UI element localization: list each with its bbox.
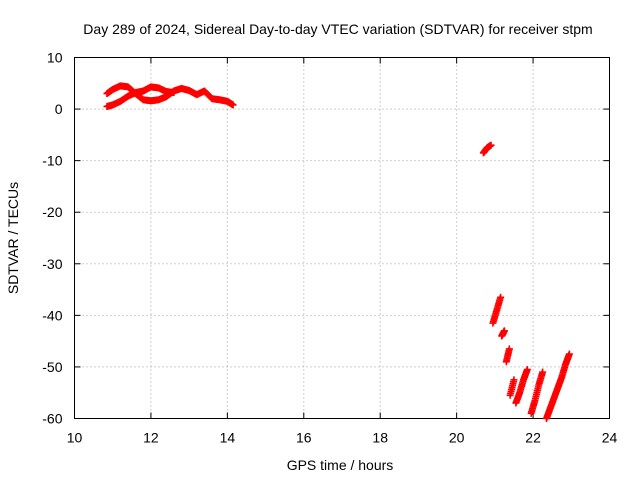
plot-frame [74,57,610,419]
x-tick-label: 22 [525,430,541,446]
y-tick-label: -60 [42,411,62,427]
data-point [170,89,178,97]
x-tick-label: 20 [449,430,465,446]
series-track-d [489,293,505,327]
x-axis-label: GPS time / hours [287,457,394,473]
y-tick-label: 0 [55,101,63,117]
y-tick-label: -50 [42,359,62,375]
chart-title: Day 289 of 2024, Sidereal Day-to-day VTE… [83,21,592,37]
data-point [523,366,531,374]
x-tick-label: 18 [372,430,388,446]
x-tick-label: 10 [67,430,83,446]
x-tick-label: 14 [220,430,236,446]
data-point [487,141,495,149]
series-track-j [542,350,573,422]
y-tick-label: -40 [42,307,62,323]
x-tick-label: 16 [296,430,312,446]
y-tick-label: -10 [42,153,62,169]
data-point [539,368,547,376]
y-tick-label: -30 [42,256,62,272]
y-tick-labels: 10 0 -10 -20 -30 -40 -50 -60 [42,50,62,427]
series-track-h [512,366,531,407]
series-track-i [527,368,547,417]
series-track-c [479,141,495,157]
data-point [497,293,505,301]
y-tick-label: -20 [42,204,62,220]
series-track-f [502,345,513,366]
x-tick-label: 12 [143,430,159,446]
data-point [229,101,237,109]
y-tick-label: 10 [47,50,63,66]
x-tick-label: 24 [602,430,618,446]
data-points [103,82,573,422]
data-point [500,327,508,335]
y-axis-label: SDTVAR / TECUs [5,182,21,294]
data-point [505,345,513,353]
data-point [510,376,518,384]
data-point [565,350,573,358]
axis-ticks [74,57,610,419]
series-track-g [506,376,518,399]
series-track-b [103,83,178,110]
grid [74,57,610,419]
x-tick-labels: 10 12 14 16 18 20 22 24 [67,430,618,446]
series-track-e [498,327,508,340]
